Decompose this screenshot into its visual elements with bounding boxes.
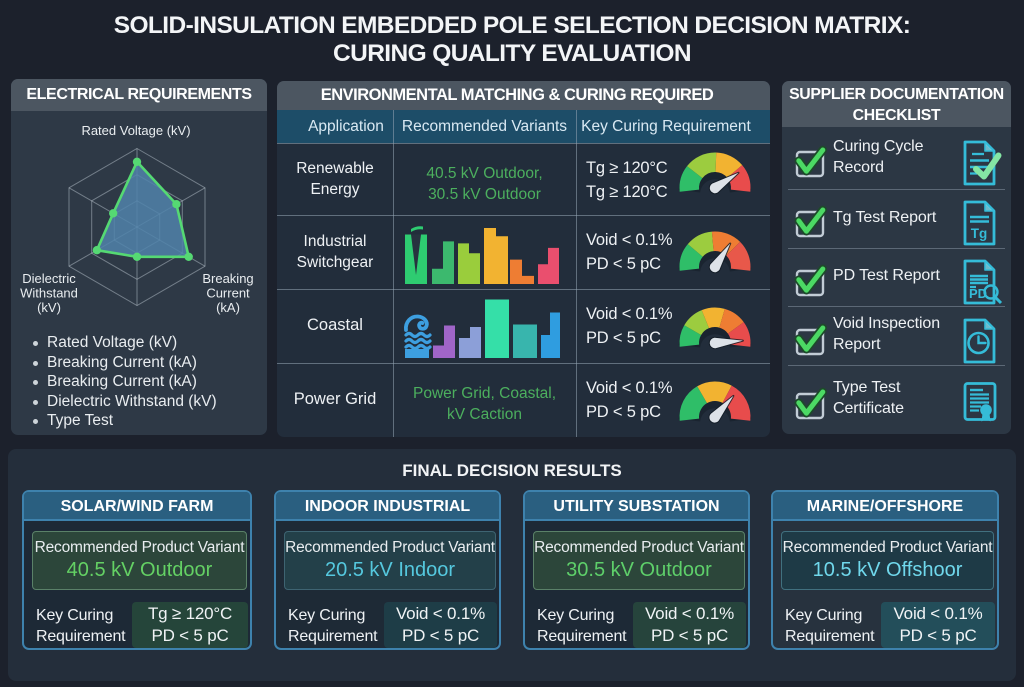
svg-text:Tg: Tg bbox=[971, 226, 988, 241]
svg-text:Withstand: Withstand bbox=[20, 286, 78, 301]
svg-text:(kA): (kA) bbox=[216, 300, 240, 315]
svg-text:PD: PD bbox=[969, 286, 987, 301]
svg-text:Rated Voltage (kV): Rated Voltage (kV) bbox=[81, 123, 190, 138]
svg-text:(kV): (kV) bbox=[37, 300, 61, 315]
svg-text:Dielectric: Dielectric bbox=[22, 271, 76, 286]
svg-text:Breaking: Breaking bbox=[202, 271, 253, 286]
svg-text:Current: Current bbox=[206, 286, 250, 301]
